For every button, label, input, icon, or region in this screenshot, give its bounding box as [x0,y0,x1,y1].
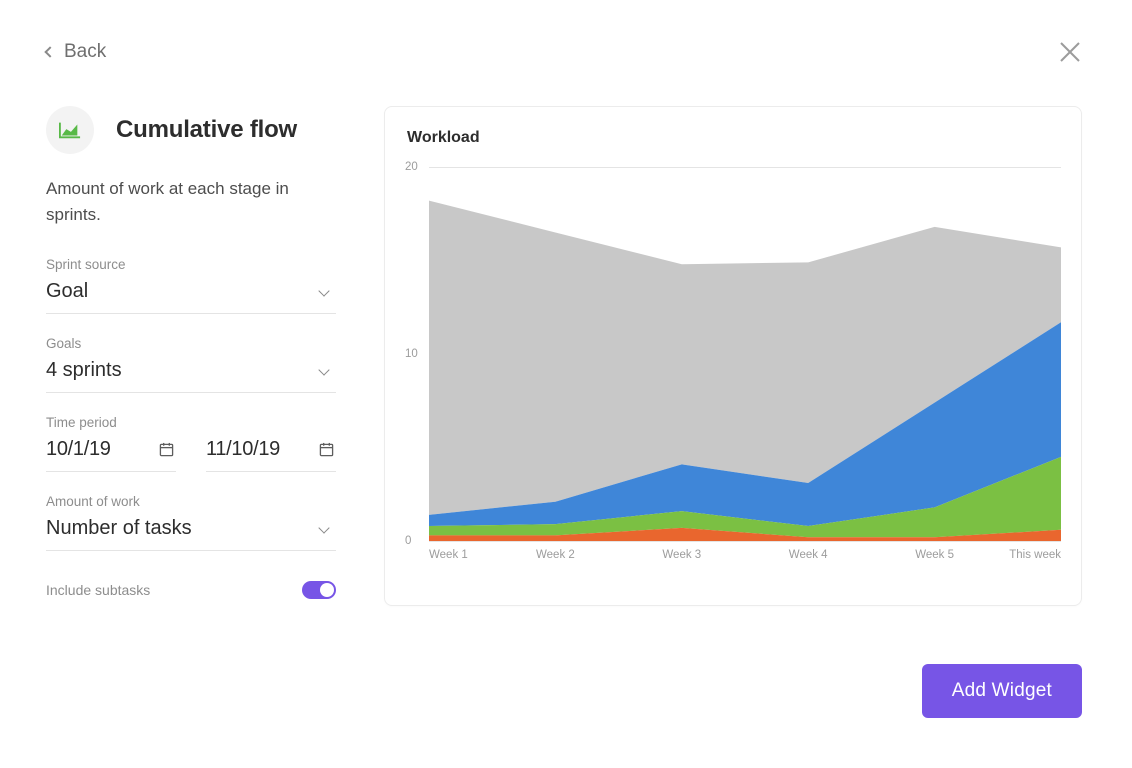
widget-type-icon [46,106,94,154]
goals-value: 4 sprints [46,359,122,382]
x-tick-label: Week 1 [429,549,468,561]
page-title: Cumulative flow [116,116,297,144]
chevron-down-icon [318,286,329,297]
calendar-icon [319,442,334,457]
x-tick-label: Week 4 [789,549,828,561]
x-tick-label: Week 3 [662,549,701,561]
add-widget-button[interactable]: Add Widget [922,664,1082,718]
chart-title: Workload [407,129,1061,147]
calendar-icon [159,442,174,457]
x-tick-label: Week 5 [915,549,954,561]
goals-select[interactable]: 4 sprints [46,359,336,393]
include-subtasks-toggle[interactable] [302,581,336,599]
area-chart-icon [59,121,81,139]
chevron-down-icon [318,365,329,376]
start-date-input[interactable]: 10/1/19 [46,438,176,472]
close-icon [1058,40,1082,64]
chevron-down-icon [318,523,329,534]
include-subtasks-label: Include subtasks [46,582,150,598]
y-tick-label: 10 [405,348,418,360]
goals-label: Goals [46,336,336,351]
close-button[interactable] [1058,40,1082,64]
end-date-input[interactable]: 11/10/19 [206,438,336,472]
sprint-source-label: Sprint source [46,257,336,272]
sprint-source-select[interactable]: Goal [46,280,336,314]
sprint-source-value: Goal [46,280,88,303]
end-date-value: 11/10/19 [206,438,280,461]
workload-chart: 0 10 20 Week 1 Week 2 Week 3 Week 4 Week 5 This … [407,161,1061,567]
page-description: Amount of work at each stage in sprints. [46,176,336,229]
amount-of-work-label: Amount of work [46,494,336,509]
amount-of-work-value: Number of tasks [46,517,192,540]
chart-panel: Workload 0 10 20 Week 1 Week 2 Week 3 Week 4 We… [384,106,1082,606]
chevron-left-icon [44,46,55,57]
back-label: Back [64,41,106,63]
back-button[interactable]: Back [46,41,106,63]
x-tick-label: This week [1009,549,1061,561]
time-period-label: Time period [46,415,336,430]
amount-of-work-select[interactable]: Number of tasks [46,517,336,551]
y-tick-label: 20 [405,161,418,173]
x-tick-label: Week 2 [536,549,575,561]
start-date-value: 10/1/19 [46,438,111,461]
config-sidebar: Cumulative flow Amount of work at each s… [46,106,336,606]
y-tick-label: 0 [405,535,411,547]
